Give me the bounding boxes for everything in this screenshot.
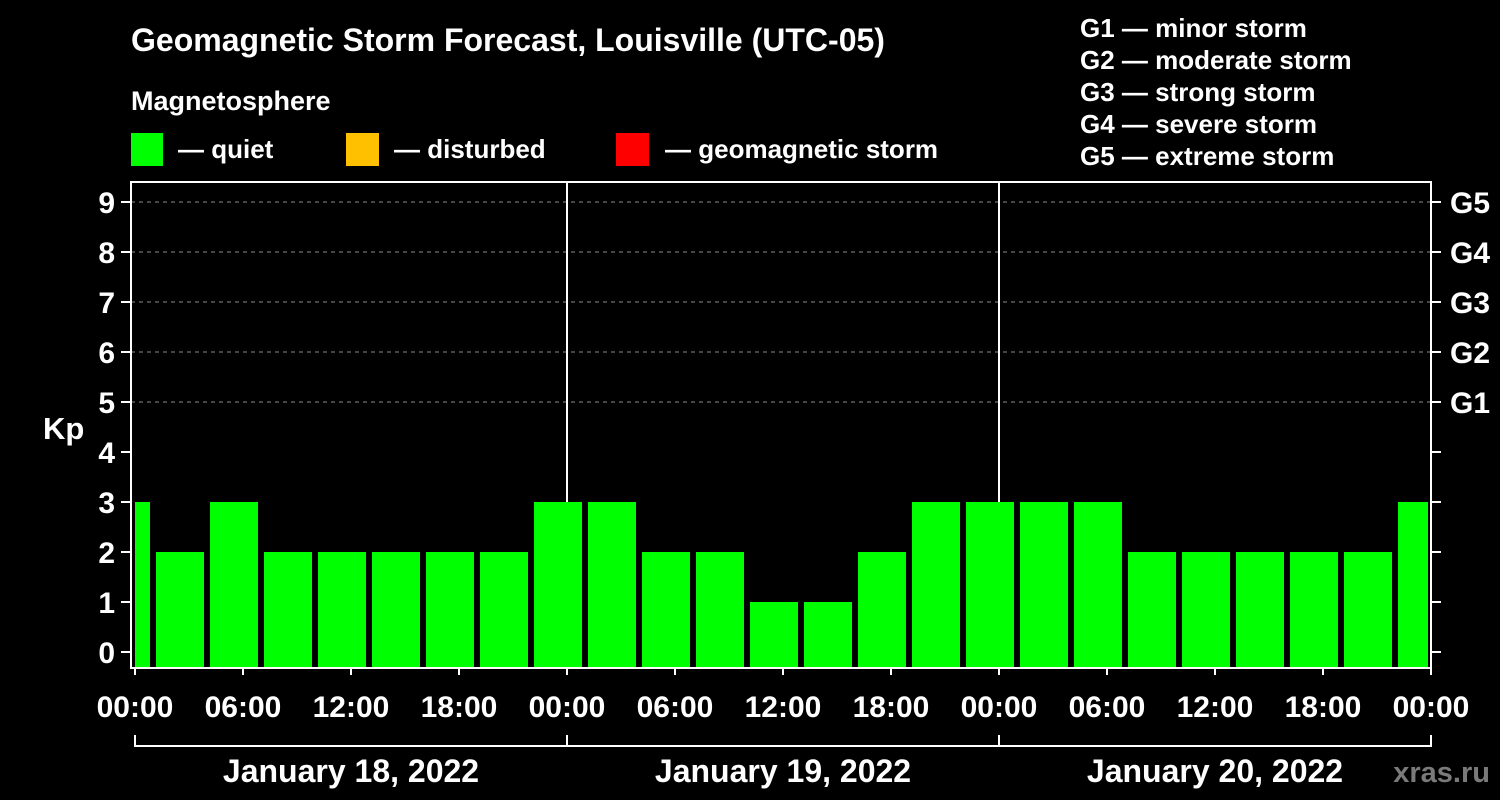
storm-scale-g5: G5 — extreme storm (1080, 141, 1334, 171)
kp-bar (1128, 552, 1176, 667)
kp-bar (1020, 502, 1068, 667)
y-tick-label: 9 (98, 187, 115, 220)
legend-label-quiet: — quiet (178, 134, 274, 164)
kp-bar (372, 552, 420, 667)
x-tick-label: 00:00 (529, 691, 606, 724)
plot-frame (130, 181, 1432, 669)
kp-bar (804, 602, 852, 667)
x-tick-label: 18:00 (1285, 691, 1362, 724)
date-axis: January 18, 2022 January 19, 2022 January … (134, 735, 1432, 789)
kp-bar (534, 502, 582, 667)
gridlines (131, 201, 1431, 403)
kp-bar (1290, 552, 1338, 667)
y2-tick-label: G5 (1450, 187, 1490, 220)
legend-label-geomagnetic-storm: — geomagnetic storm (665, 134, 938, 164)
plot-area: 0 1 2 3 4 5 6 7 8 9 G1 G2 G3 G4 G5 00:00 06:00 12:00 18:… (97, 181, 1490, 789)
storm-scale-g4: G4 — severe storm (1080, 109, 1317, 139)
kp-bar (1398, 502, 1428, 667)
kp-bar (642, 552, 690, 667)
kp-bar (480, 552, 528, 667)
x-tick-label: 06:00 (205, 691, 282, 724)
x-tick-label: 18:00 (421, 691, 498, 724)
kp-bar (696, 552, 744, 667)
storm-scale-g2: G2 — moderate storm (1080, 45, 1352, 75)
x-tick-label: 00:00 (961, 691, 1038, 724)
y-tick-label: 6 (98, 337, 115, 370)
y-axis-right: G1 G2 G3 G4 G5 (1431, 187, 1490, 653)
y-tick-label: 1 (98, 587, 115, 620)
kp-bar (156, 552, 204, 667)
watermark: xras.ru (1393, 757, 1490, 789)
x-tick-label: 00:00 (1393, 691, 1470, 724)
kp-bar (264, 552, 312, 667)
kp-bar (1344, 552, 1392, 667)
x-axis: 00:00 06:00 12:00 18:00 00:00 06:00 12:00 18:00… (97, 668, 1470, 724)
y2-tick-label: G4 (1450, 237, 1490, 270)
legend-item-geomagnetic-storm: — geomagnetic storm (616, 133, 938, 166)
legend-label-disturbed: — disturbed (394, 134, 546, 164)
kp-bar (858, 552, 906, 667)
day-label: January 18, 2022 (223, 753, 479, 789)
y-tick-label: 8 (98, 237, 115, 270)
y2-tick-label: G1 (1450, 387, 1490, 420)
x-tick-label: 12:00 (1177, 691, 1254, 724)
y-axis-left: 0 1 2 3 4 5 6 7 8 9 (98, 187, 131, 670)
kp-bar (135, 502, 150, 667)
x-tick-label: 18:00 (853, 691, 930, 724)
kp-bar (1074, 502, 1122, 667)
x-tick-label: 12:00 (745, 691, 822, 724)
y-tick-label: 0 (98, 637, 115, 670)
chart-title: Geomagnetic Storm Forecast, Louisville (… (131, 22, 885, 58)
y2-tick-label: G3 (1450, 287, 1490, 320)
x-tick-label: 12:00 (313, 691, 390, 724)
kp-bar (912, 502, 960, 667)
storm-scale-g3: G3 — strong storm (1080, 77, 1315, 107)
y-tick-label: 2 (98, 537, 115, 570)
y-tick-label: 7 (98, 287, 115, 320)
y-tick-label: 3 (98, 487, 115, 520)
storm-scale-list: G1 — minor storm G2 — moderate storm G3 … (1080, 13, 1352, 171)
kp-bar (1182, 552, 1230, 667)
legend-item-disturbed: — disturbed (346, 133, 546, 166)
kp-bar (966, 502, 1014, 667)
legend-swatch-disturbed (346, 133, 379, 166)
kp-bars (135, 502, 1428, 667)
kp-bar (588, 502, 636, 667)
x-tick-label: 06:00 (1069, 691, 1146, 724)
y-tick-label: 5 (98, 387, 115, 420)
legend-item-quiet: — quiet (131, 133, 274, 166)
kp-bar (1236, 552, 1284, 667)
kp-bar (318, 552, 366, 667)
kp-bar (210, 502, 258, 667)
day-label: January 20, 2022 (1087, 753, 1343, 789)
legend: Magnetosphere — quiet — disturbed — geom… (131, 86, 938, 166)
y-axis-label: Kp (43, 411, 84, 446)
storm-scale-g1: G1 — minor storm (1080, 13, 1307, 43)
x-tick-label: 00:00 (97, 691, 174, 724)
legend-swatch-geomagnetic-storm (616, 133, 649, 166)
day-label: January 19, 2022 (655, 753, 911, 789)
y-tick-label: 4 (98, 437, 115, 470)
legend-swatch-quiet (131, 133, 163, 166)
legend-heading: Magnetosphere (131, 86, 331, 116)
kp-bar (750, 602, 798, 667)
x-tick-label: 06:00 (637, 691, 714, 724)
y2-tick-label: G2 (1450, 337, 1490, 370)
kp-bar (426, 552, 474, 667)
